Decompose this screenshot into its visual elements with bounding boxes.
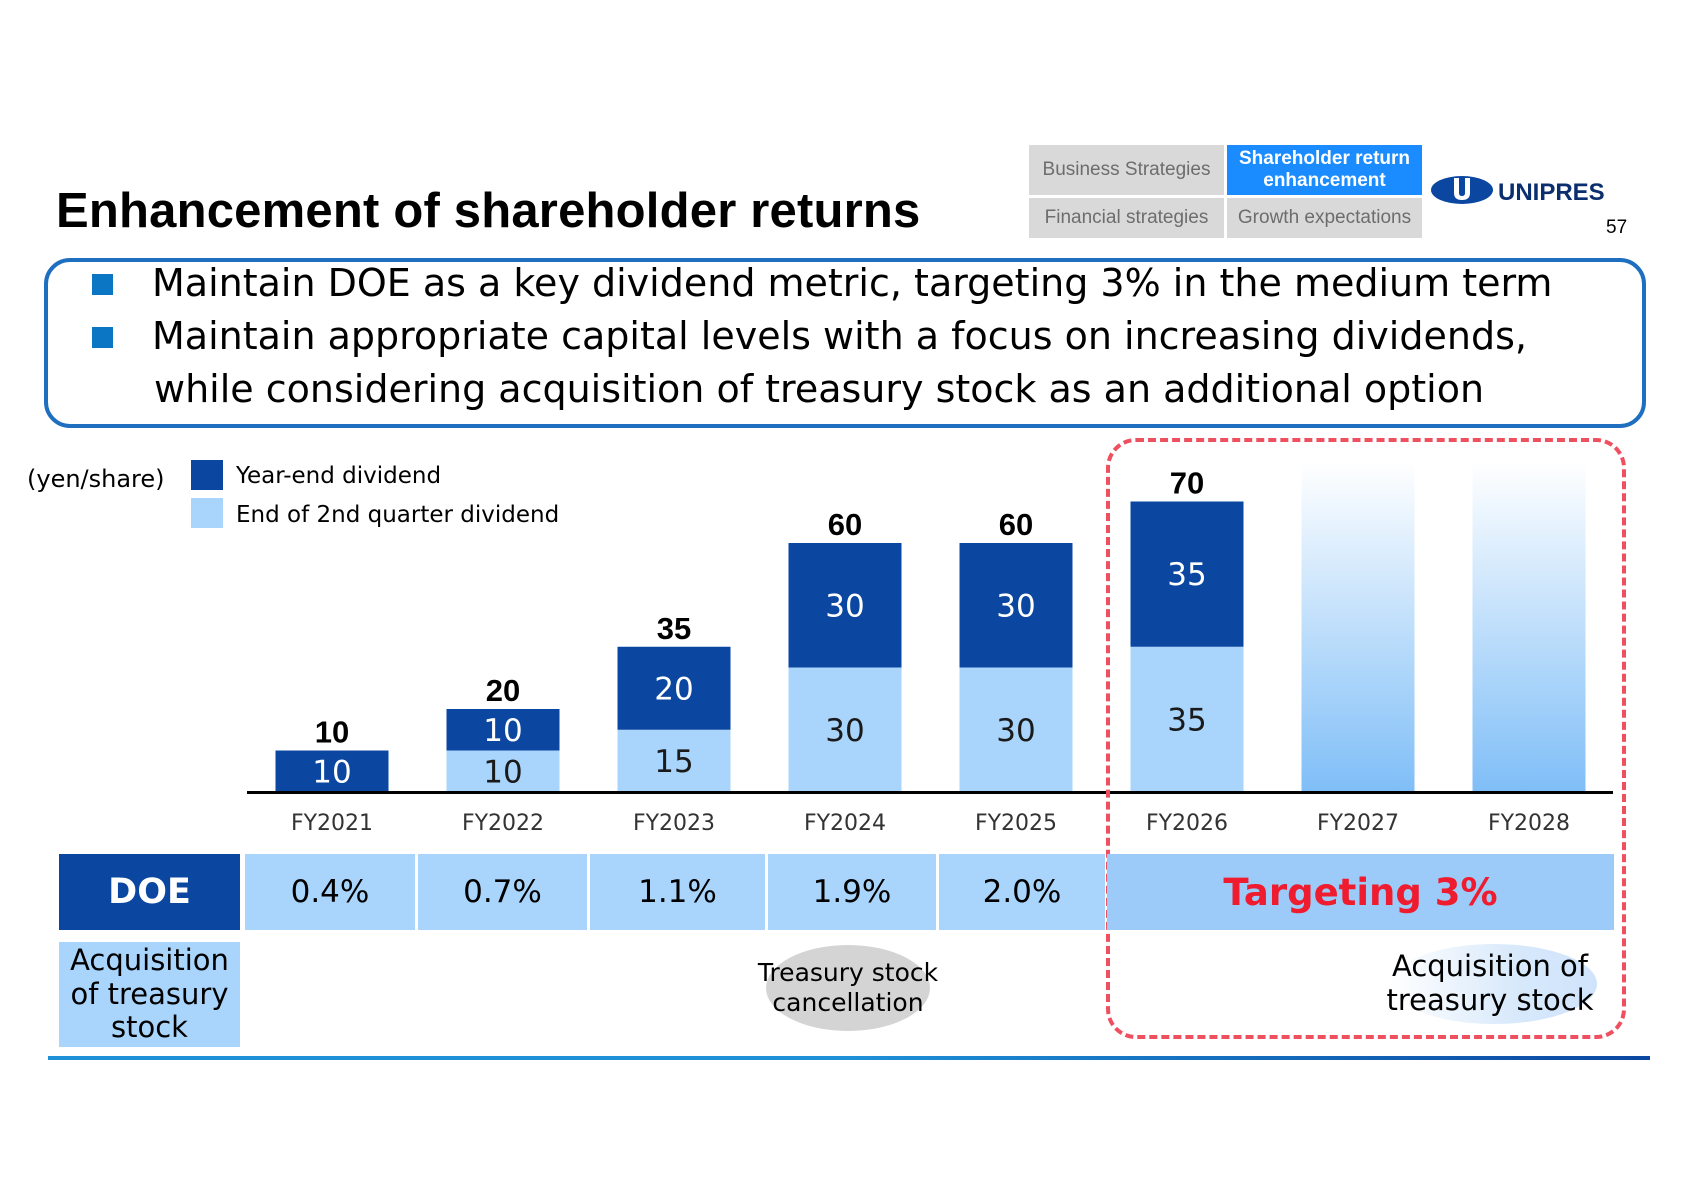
doe-value-fy2023: 1.1% [590, 854, 765, 930]
doe-value-fy2022: 0.7% [418, 854, 587, 930]
bar-2q-fy2023 [617, 729, 731, 792]
legend-swatch-2q [191, 498, 223, 528]
y-unit-label: (yen/share) [27, 465, 165, 493]
value-label-2q-fy2025: 30 [996, 713, 1035, 749]
unipres-logo: UNIPRES [1431, 176, 1605, 206]
key-message-box [44, 258, 1646, 428]
page-number: 57 [1606, 217, 1628, 238]
value-label-2q-fy2024: 30 [825, 713, 864, 749]
acquisition-line-2: treasury stock [1386, 983, 1594, 1018]
doe-value-fy2024: 1.9% [768, 854, 936, 930]
x-tick-fy2025: FY2025 [975, 811, 1057, 836]
bullet-text-2-cont: while considering acquisition of treasur… [154, 367, 1485, 411]
nav-shareholder-return[interactable]: Shareholder return enhancement [1227, 145, 1422, 195]
doe-target-label: Targeting 3% [1107, 854, 1614, 930]
doe-row-header: DOE [59, 854, 240, 930]
total-label-fy2023: 35 [657, 611, 691, 646]
bar-year-end-fy2025 [959, 543, 1073, 668]
bar-year-end-fy2021 [275, 750, 389, 792]
nav-financial-strategies[interactable]: Financial strategies [1029, 198, 1224, 238]
legend-label-2q: End of 2nd quarter dividend [236, 502, 560, 528]
value-label-year-end-fy2021: 10 [312, 754, 351, 790]
svg-text:UNIPRES: UNIPRES [1498, 179, 1605, 206]
bullet-square-icon [92, 327, 113, 348]
page-title: Enhancement of shareholder returns [56, 184, 921, 238]
total-label-fy2024: 60 [828, 507, 862, 542]
bar-year-end-fy2022 [446, 709, 560, 751]
bar-year-end-fy2023 [617, 646, 731, 730]
bar-2q-fy2024 [788, 667, 902, 792]
value-label-year-end-fy2025: 30 [996, 588, 1035, 624]
acquisition-line-1: Acquisition of [1391, 949, 1588, 983]
value-label-year-end-fy2024: 30 [825, 588, 864, 624]
bullet-square-icon [92, 274, 113, 295]
cancellation-oval [766, 945, 930, 1031]
cancellation-line-2: cancellation [772, 988, 924, 1017]
nav-business-strategies[interactable]: Business Strategies [1029, 145, 1224, 195]
treasury-cancellation-text: Treasury stock cancellation [740, 958, 956, 1018]
treasury-header-line-1: Acquisition [70, 943, 229, 978]
doe-value-fy2025: 2.0% [939, 854, 1105, 930]
total-label-fy2025: 60 [999, 507, 1033, 542]
value-label-year-end-fy2022: 10 [483, 713, 522, 749]
x-tick-fy2021: FY2021 [291, 811, 373, 836]
cancellation-line-1: Treasury stock [757, 958, 939, 987]
legend-label-year-end: Year-end dividend [236, 463, 442, 489]
total-label-fy2022: 20 [486, 673, 520, 708]
nav-growth-expectations[interactable]: Growth expectations [1227, 198, 1422, 238]
acquisition-oval [1391, 944, 1597, 1024]
x-tick-fy2023: FY2023 [633, 811, 715, 836]
x-axis-line [247, 791, 1613, 794]
bar-2q-fy2025 [959, 667, 1073, 792]
footer-rule [48, 1056, 1650, 1060]
bullet-text-1: Maintain DOE as a key dividend metric, t… [152, 261, 1553, 305]
doe-value-fy2021: 0.4% [245, 854, 415, 930]
treasury-header-line-2: of treasury [70, 976, 229, 1011]
bullet-text-2: Maintain appropriate capital levels with… [152, 314, 1527, 358]
treasury-row-header: Acquisition of treasury stock [59, 942, 240, 1047]
value-label-2q-fy2022: 10 [483, 754, 522, 790]
treasury-acquisition-text: Acquisition of treasury stock [1365, 949, 1615, 1017]
legend-swatch-year-end [191, 460, 223, 490]
bar-year-end-fy2024 [788, 543, 902, 668]
total-label-fy2021: 10 [315, 715, 349, 750]
value-label-2q-fy2023: 15 [654, 744, 693, 780]
value-label-year-end-fy2023: 20 [654, 671, 693, 707]
x-tick-fy2024: FY2024 [804, 811, 886, 836]
treasury-header-line-3: stock [111, 1010, 188, 1045]
x-tick-fy2022: FY2022 [462, 811, 544, 836]
target-highlight-box [1106, 438, 1626, 1039]
bar-2q-fy2022 [446, 750, 560, 792]
